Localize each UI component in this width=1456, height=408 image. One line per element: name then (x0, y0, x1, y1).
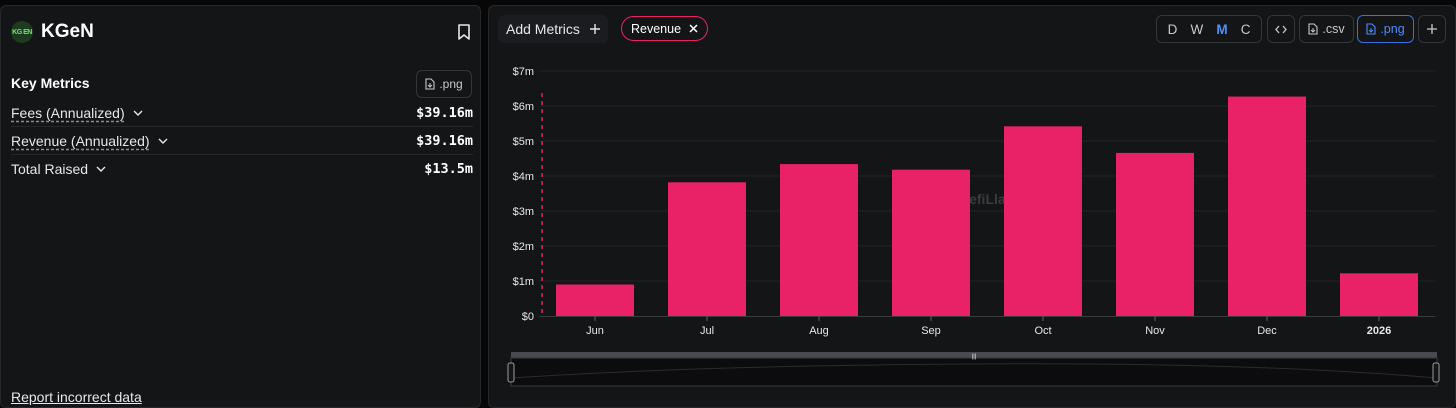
granularity-selector[interactable]: D W M C (1156, 15, 1262, 43)
file-icon (425, 78, 435, 90)
chevron-down-icon (96, 166, 106, 172)
x-tick-label: Sep (921, 325, 941, 337)
x-axis-ticks: Jun Jul Aug Sep Oct Nov Dec 2026 (586, 316, 1391, 337)
bookmark-icon[interactable] (456, 23, 472, 41)
bar-aug[interactable] (780, 164, 858, 316)
bar-sep[interactable] (892, 169, 970, 316)
range-handle-left[interactable] (507, 362, 515, 383)
bar-2026[interactable] (1340, 273, 1418, 316)
metric-label: Revenue (Annualized) (11, 133, 168, 149)
y-tick-label: $4m (513, 171, 534, 183)
download-png-button[interactable]: .png (416, 70, 472, 98)
granularity-cumulative[interactable]: C (1240, 21, 1251, 37)
granularity-monthly[interactable]: M (1216, 21, 1228, 37)
add-metrics-label: Add Metrics (506, 21, 580, 37)
bar-jul[interactable] (668, 182, 746, 316)
y-axis-ticks: $0 $1m $2m $3m $4m $5m $6m $7m (513, 66, 534, 323)
x-tick-label: Jul (700, 325, 714, 337)
brand: KG EN KGeN (11, 21, 94, 43)
bar-dec[interactable] (1228, 96, 1306, 316)
metric-label-text: Fees (Annualized) (11, 104, 125, 121)
metric-value: $39.16m (416, 132, 473, 149)
metric-value: $39.16m (416, 104, 473, 121)
chevron-down-icon (133, 110, 143, 116)
metric-label: Total Raised (11, 161, 106, 177)
plus-icon (1427, 24, 1437, 34)
kgen-logo-text: KG EN (12, 28, 32, 36)
y-tick-label: $6m (513, 101, 534, 113)
x-tick-label: Nov (1145, 325, 1165, 337)
add-metrics-button[interactable]: Add Metrics (498, 15, 608, 43)
png-label: .png (1380, 22, 1405, 36)
add-chart-button[interactable] (1418, 15, 1446, 43)
code-icon (1275, 25, 1287, 33)
download-png-label: .png (439, 77, 463, 91)
file-icon (1308, 23, 1318, 35)
y-tick-label: $5m (513, 136, 534, 148)
y-tick-label: $1m (513, 276, 534, 288)
close-icon[interactable] (689, 24, 698, 33)
x-tick-label: 2026 (1367, 325, 1391, 337)
download-csv-button[interactable]: .csv (1299, 15, 1354, 43)
chart-panel: $0 $1m $2m $3m $4m $5m $6m $7m DefiLlama Jun Jul… (488, 5, 1456, 408)
range-slider-preview (510, 363, 1438, 379)
x-tick-label: Jun (586, 325, 604, 337)
y-tick-label: $3m (513, 206, 534, 218)
download-png-chart-button[interactable]: .png (1357, 15, 1414, 43)
granularity-weekly[interactable]: W (1190, 21, 1204, 37)
bar-nov[interactable] (1116, 152, 1194, 316)
range-slider-window[interactable] (510, 357, 1438, 387)
metric-row-total-raised[interactable]: Total Raised $13.5m (11, 155, 473, 183)
range-slider[interactable]: ||| (507, 352, 1440, 387)
x-tick-label: Oct (1034, 325, 1051, 337)
x-tick-label: Dec (1257, 325, 1277, 337)
csv-label: .csv (1322, 22, 1345, 36)
range-slider-track[interactable] (511, 352, 1437, 358)
y-tick-label: $7m (513, 66, 534, 78)
bar-jun[interactable] (556, 284, 634, 317)
plus-icon (589, 24, 600, 34)
brand-name: KGeN (41, 21, 94, 42)
revenue-chart: $0$1m$2m$3m$4m$5m$6m$7m DefiLlama Jun Jul… (507, 66, 1440, 387)
bar-oct[interactable] (1004, 126, 1082, 316)
file-icon (1366, 23, 1376, 35)
metric-row-fees[interactable]: Fees (Annualized) $39.16m (11, 99, 473, 127)
granularity-daily[interactable]: D (1167, 21, 1178, 37)
embed-button[interactable] (1267, 15, 1295, 43)
revenue-metric-chip[interactable]: Revenue (621, 16, 709, 41)
y-tick-label: $0 (522, 311, 534, 323)
metric-value: $13.5m (424, 161, 473, 177)
chevron-down-icon (158, 138, 168, 144)
metric-row-revenue[interactable]: Revenue (Annualized) $39.16m (11, 127, 473, 155)
range-handle-right[interactable] (1432, 362, 1440, 383)
kgen-logo: KG EN (11, 21, 33, 43)
x-tick-label: Aug (809, 325, 829, 337)
metric-label-text: Total Raised (11, 161, 89, 177)
range-grip-icon[interactable]: ||| (972, 354, 977, 360)
report-incorrect-data-link[interactable]: Report incorrect data (11, 389, 142, 405)
chip-label: Revenue (631, 21, 682, 36)
bar-series (556, 96, 1418, 317)
key-metrics-panel: KG EN KGeN Key Metrics .png Fees (Annual… (0, 5, 481, 408)
y-tick-label: $2m (513, 241, 534, 253)
metric-label: Fees (Annualized) (11, 105, 143, 121)
metric-label-text: Revenue (Annualized) (11, 132, 150, 149)
key-metrics-title: Key Metrics (11, 75, 90, 91)
